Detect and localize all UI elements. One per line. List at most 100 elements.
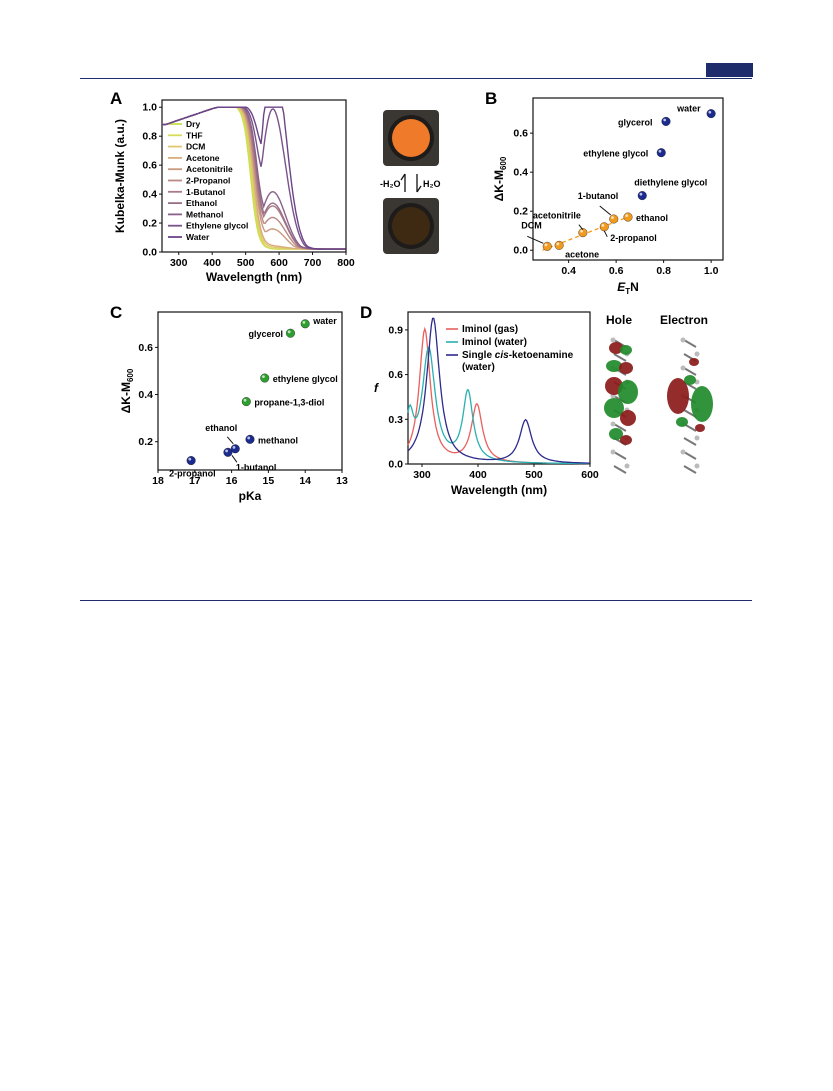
orbital-lobe: [689, 358, 699, 366]
point-water: [706, 109, 716, 119]
legend-label: Dry: [186, 119, 200, 129]
point-glycerol: [285, 328, 295, 338]
point-methanol: [245, 434, 255, 444]
plot-frame: [407, 311, 591, 465]
point-label: water: [676, 104, 701, 114]
orbital-lobe: [619, 362, 633, 374]
plot-frame: [161, 99, 347, 253]
orbital-lobe: [618, 380, 638, 404]
x-tick-label: 500: [237, 257, 255, 269]
y-axis-label: f: [374, 381, 379, 395]
hole-orbital-image: [604, 337, 638, 474]
point-glycerol: [661, 116, 671, 126]
y-tick-label: 0.4: [142, 189, 157, 201]
point-diethylene-glycol: [637, 191, 647, 201]
panel-d-chart: 300 400 500 600 0.0 0.3 0.6 0.9 f Wavelength (nm)…: [374, 311, 599, 497]
x-tick-label: 13: [336, 475, 348, 487]
header-tag: [706, 63, 753, 77]
point-label: diethylene glycol: [634, 178, 707, 188]
x-tick-label: 300: [170, 257, 188, 269]
hydrate-label: H₂O: [423, 179, 441, 189]
dehydrate-label: -H₂O: [380, 179, 401, 189]
orbital-lobe: [684, 375, 696, 385]
x-tick-label: 18: [152, 475, 164, 487]
orbital-lobe: [609, 428, 623, 440]
point-label: ethanol: [205, 423, 237, 433]
plot-frame: [157, 311, 343, 471]
y-axis-label: ΔK-M600: [492, 156, 508, 201]
panel-a-label: A: [110, 89, 122, 108]
point-acetone: [554, 240, 564, 250]
point-label: ethylene glycol: [273, 374, 338, 384]
legend-label: (water): [462, 362, 495, 373]
y-tick-label: 1.0: [142, 102, 157, 114]
legend-label: Single cis-ketoenamine: [462, 350, 574, 361]
legend-label: Acetonitrile: [186, 164, 233, 174]
x-tick-label: 0.6: [609, 265, 624, 277]
spectrum-line: [407, 346, 590, 465]
point-label: acetone: [565, 249, 599, 259]
orange-pellet: [392, 119, 430, 157]
x-tick-label: 16: [226, 475, 238, 487]
y-tick-label: 0.0: [513, 245, 528, 257]
pointer-arrow: [231, 455, 238, 463]
x-tick-label: 0.8: [656, 265, 671, 277]
panel-b: B 0.4 0.6 0.8 1.00.00.20.40.6ΔK-M600ETNDCMa…: [485, 89, 724, 296]
hole-label: Hole: [606, 313, 632, 327]
legend-label: 1-Butanol: [186, 187, 225, 197]
x-tick-label: 600: [581, 469, 599, 481]
x-tick-label: 1.0: [704, 265, 719, 277]
y-tick-label: 0.6: [388, 369, 403, 381]
x-axis-label: ETN: [617, 280, 639, 296]
x-axis-label: pKa: [239, 489, 262, 503]
y-tick-label: 0.4: [513, 167, 528, 179]
x-tick-label: 400: [469, 469, 487, 481]
orbital-lobe: [620, 435, 632, 445]
pointer-arrow: [578, 224, 584, 230]
panel-c-chart: 18 17 16 15 14 13 0.2 0.4 0.6 ΔK-M600 pKa 2-propano…: [119, 311, 348, 503]
x-axis-label: Wavelength (nm): [451, 483, 547, 497]
legend-label: THF: [186, 130, 203, 140]
panel-d-label: D: [360, 303, 372, 322]
legend-label: Iminol (gas): [462, 324, 518, 335]
y-tick-label: 0.3: [388, 414, 403, 426]
y-tick-label: 0.9: [388, 324, 403, 336]
x-tick-label: 0.4: [561, 265, 576, 277]
x-tick-label: 14: [299, 475, 311, 487]
orbital-lobe: [695, 424, 705, 432]
legend-label: Iminol (water): [462, 337, 527, 348]
y-tick-label: 0.6: [513, 128, 528, 140]
panel-a-chart: 300 400 500 600 700 800 0.0 0.2 0.4 0.6 0.8 1.0 Kube…: [113, 99, 355, 284]
pointer-arrow: [603, 230, 608, 238]
x-axis-label: Wavelength (nm): [206, 270, 302, 284]
point-label: glycerol: [618, 117, 653, 127]
point-1-butanol: [609, 214, 619, 224]
pointer-arrow: [226, 436, 234, 445]
panel-b-chart: 0.4 0.6 0.8 1.00.00.20.40.6ΔK-M600ETNDCMace…: [492, 97, 724, 296]
orbital-lobe: [667, 378, 689, 414]
y-tick-label: 0.2: [513, 206, 528, 218]
orbital-lobe: [620, 345, 632, 355]
orbital-lobe: [691, 386, 713, 422]
electron-label: Electron: [660, 313, 708, 327]
electron-orbital-image: [667, 337, 713, 474]
point-label: 2-propanol: [169, 469, 216, 479]
point-label: 1-butanol: [236, 462, 276, 472]
point-label: 2-propanol: [610, 233, 657, 243]
point-ethanol: [623, 212, 633, 222]
point-2-propanol: [186, 456, 196, 466]
y-tick-label: 0.6: [138, 342, 153, 354]
plot-frame: [532, 97, 724, 261]
point-label: glycerol: [248, 329, 283, 339]
panel-d: D 300 400 500 600 0.0 0.3 0.6 0.9 f Wavelength (n…: [360, 303, 713, 497]
y-tick-label: 0.0: [142, 247, 157, 259]
y-axis-label: ΔK-M600: [119, 368, 135, 413]
x-tick-label: 15: [263, 475, 275, 487]
y-tick-label: 0.0: [388, 459, 403, 471]
y-tick-label: 0.4: [138, 389, 153, 401]
point-propane-1-3-diol: [241, 397, 251, 407]
point-2-propanol: [599, 222, 609, 232]
point-water: [300, 319, 310, 329]
spectrum-line: [407, 317, 590, 464]
point-label: ethylene glycol: [583, 149, 648, 159]
